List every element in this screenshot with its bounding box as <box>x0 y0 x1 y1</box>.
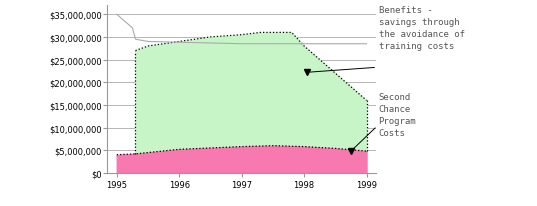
Text: Benefits -
savings through
the avoidance of
training costs: Benefits - savings through the avoidance… <box>379 6 465 50</box>
Text: Second
Chance
Program
Costs: Second Chance Program Costs <box>379 93 416 137</box>
